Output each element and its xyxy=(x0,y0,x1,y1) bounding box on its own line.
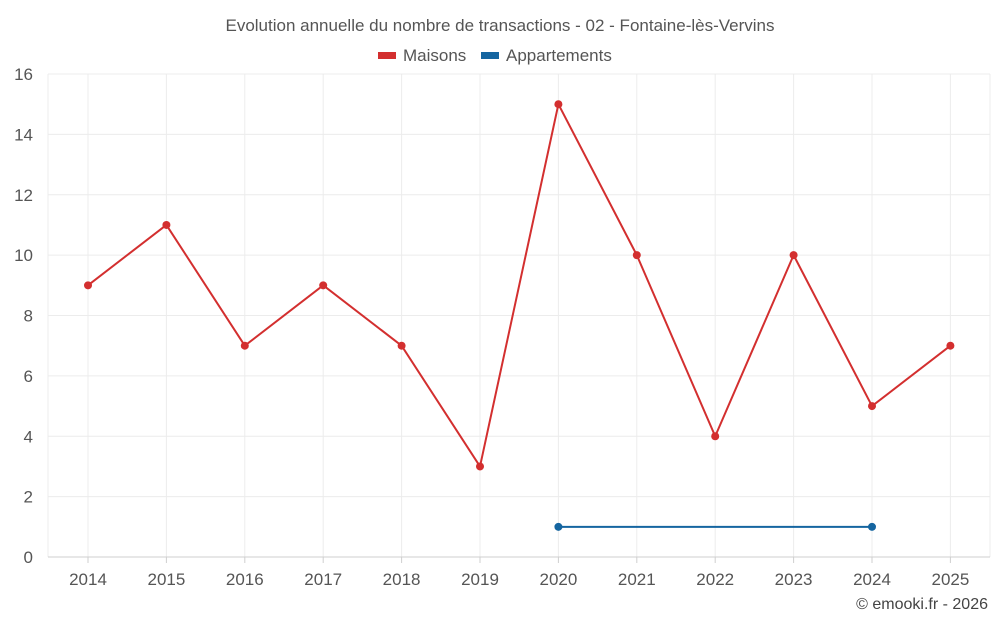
data-point[interactable] xyxy=(240,341,249,350)
data-point[interactable] xyxy=(397,341,406,350)
chart-title: Evolution annuelle du nombre de transact… xyxy=(225,16,774,35)
x-tick-label: 2021 xyxy=(618,570,656,589)
x-tick-label: 2023 xyxy=(775,570,813,589)
y-tick-label: 16 xyxy=(14,65,33,84)
legend-swatch xyxy=(481,52,499,59)
y-tick-label: 6 xyxy=(24,367,33,386)
legend-item[interactable]: Maisons xyxy=(378,46,466,65)
data-point[interactable] xyxy=(946,341,955,350)
gridlines xyxy=(47,73,991,557)
x-tick-label: 2019 xyxy=(461,570,499,589)
data-point[interactable] xyxy=(868,522,876,531)
series-group xyxy=(84,100,955,531)
data-point[interactable] xyxy=(711,432,720,441)
y-axis-ticks: 0 2 4 6 8 10 12 14 16 xyxy=(14,65,33,567)
data-point[interactable] xyxy=(162,220,171,229)
legend-label: Maisons xyxy=(403,46,466,65)
y-tick-label: 14 xyxy=(14,125,33,144)
data-point[interactable] xyxy=(554,100,563,109)
data-point[interactable] xyxy=(632,251,641,260)
x-tick-label: 2017 xyxy=(304,570,342,589)
legend-swatch xyxy=(378,52,396,59)
x-tick-label: 2024 xyxy=(853,570,891,589)
x-tick-label: 2016 xyxy=(226,570,264,589)
y-tick-label: 12 xyxy=(14,186,33,205)
series-appartements xyxy=(554,522,876,531)
data-point[interactable] xyxy=(789,251,798,260)
series-line xyxy=(87,103,952,468)
legend: Maisons Appartements xyxy=(378,46,612,65)
y-tick-label: 2 xyxy=(24,488,33,507)
x-tick-label: 2022 xyxy=(696,570,734,589)
x-tick-label: 2020 xyxy=(539,570,577,589)
y-tick-label: 4 xyxy=(24,427,33,446)
y-tick-label: 0 xyxy=(24,548,33,567)
x-axis-ticks: 2014 2015 2016 2017 2018 2019 2020 2021 2022 2023… xyxy=(69,557,969,589)
x-tick-label: 2014 xyxy=(69,570,107,589)
legend-item[interactable]: Appartements xyxy=(481,46,612,65)
y-tick-label: 8 xyxy=(24,307,33,326)
data-point[interactable] xyxy=(84,281,92,290)
data-point[interactable] xyxy=(476,462,484,471)
x-tick-label: 2018 xyxy=(383,570,421,589)
x-tick-label: 2025 xyxy=(931,570,969,589)
series-maisons xyxy=(84,100,955,471)
legend-label: Appartements xyxy=(506,46,612,65)
credit-text: © emooki.fr - 2026 xyxy=(856,596,988,613)
y-tick-label: 10 xyxy=(14,246,33,265)
data-point[interactable] xyxy=(319,281,328,290)
x-tick-label: 2015 xyxy=(147,570,185,589)
data-point[interactable] xyxy=(554,522,563,531)
data-point[interactable] xyxy=(868,402,876,411)
